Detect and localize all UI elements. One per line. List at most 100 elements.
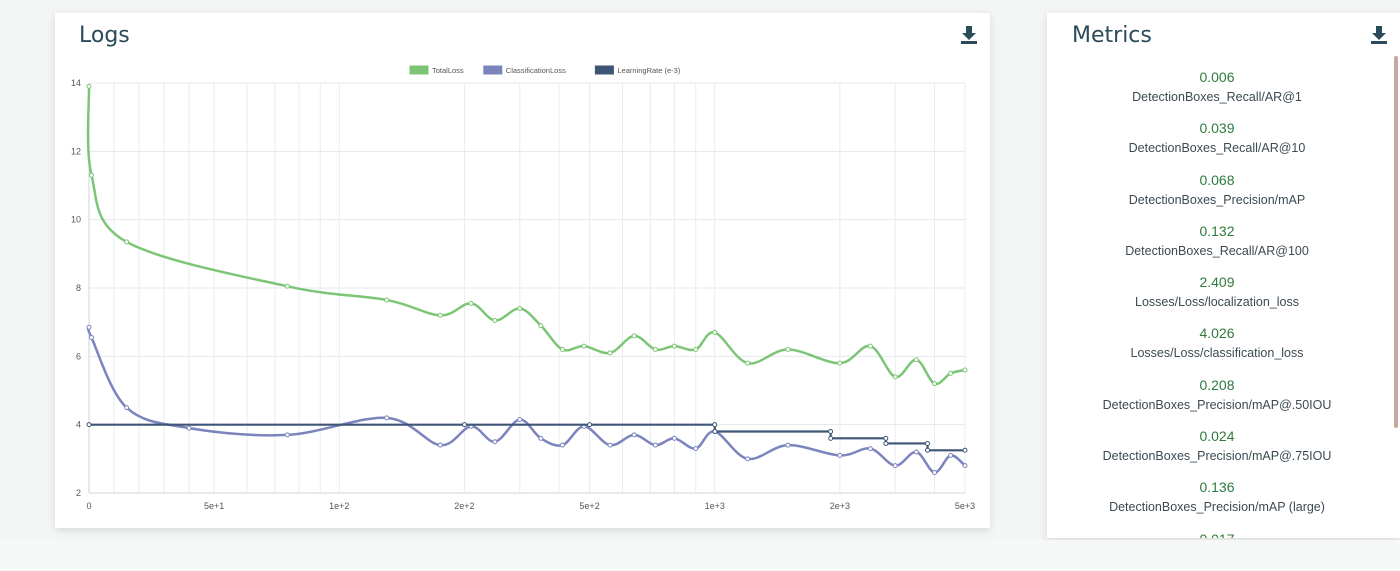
data-point	[913, 449, 919, 455]
data-point	[828, 429, 834, 434]
data-point	[468, 300, 474, 306]
data-point	[932, 470, 938, 475]
data-point	[186, 425, 192, 431]
data-point	[913, 357, 919, 363]
scrollbar-thumb[interactable]	[1394, 56, 1398, 428]
data-point	[384, 297, 390, 303]
data-point	[652, 442, 658, 448]
x-tick-label: 5e+1	[204, 501, 224, 511]
data-point	[384, 415, 390, 421]
metrics-list: 0.006 DetectionBoxes_Recall/AR@1 0.039 Dete…	[1047, 63, 1387, 538]
data-point	[538, 435, 544, 441]
data-point	[89, 335, 95, 341]
data-point	[925, 440, 931, 446]
metric-item: 0.024 DetectionBoxes_Precision/mAP@.75IOU	[1047, 422, 1387, 473]
data-point	[883, 435, 889, 441]
download-icon[interactable]	[960, 25, 978, 45]
data-point	[693, 347, 699, 352]
data-point	[89, 172, 95, 178]
data-point	[948, 452, 954, 458]
data-point	[86, 422, 92, 428]
metric-item: 0.132 DetectionBoxes_Recall/AR@100	[1047, 217, 1387, 268]
data-point	[837, 360, 843, 366]
data-point	[712, 422, 718, 428]
metric-value: 0.006	[1199, 69, 1235, 85]
x-tick-label: 1e+3	[705, 501, 725, 511]
metric-item: 0.006 DetectionBoxes_Recall/AR@1	[1047, 63, 1387, 114]
data-point	[587, 422, 593, 428]
data-point	[671, 343, 677, 349]
download-icon[interactable]	[1370, 25, 1388, 45]
data-point	[837, 452, 843, 458]
y-tick-label: 14	[71, 78, 81, 88]
data-point	[712, 329, 718, 335]
data-point	[124, 405, 130, 411]
y-tick-label: 8	[76, 283, 81, 293]
metric-item: 0.017	[1047, 525, 1387, 538]
data-point	[517, 306, 523, 311]
metrics-title: Metrics	[1072, 23, 1152, 48]
data-point	[631, 333, 637, 339]
data-point	[437, 312, 443, 318]
data-point	[437, 442, 443, 448]
logs-chart: 2 4 6 8 10 12 14 0 5e+1 1e+2 2e+2 5e+2 1e+3 2e+3 5e+3 T…	[71, 65, 975, 511]
data-point	[693, 446, 699, 452]
x-tick-label: 0	[86, 501, 91, 511]
metric-value: 0.208	[1199, 376, 1235, 393]
data-point	[785, 347, 791, 352]
x-tick-label: 5e+2	[579, 501, 599, 511]
metric-value: 0.136	[1199, 479, 1235, 496]
data-point	[607, 442, 613, 448]
y-tick-label: 12	[71, 146, 81, 156]
data-point	[631, 432, 637, 438]
data-point	[932, 381, 938, 387]
x-tick-label: 1e+2	[329, 501, 349, 511]
data-point	[948, 370, 954, 376]
legend-label: ClassificationLoss	[506, 66, 566, 75]
data-point	[492, 317, 498, 323]
data-point	[124, 239, 130, 245]
data-point	[867, 343, 873, 349]
data-point	[492, 439, 498, 445]
legend-swatch	[409, 65, 429, 75]
data-point	[671, 435, 677, 441]
metric-name: DetectionBoxes_Recall/AR@10	[1128, 141, 1306, 156]
metric-name: DetectionBoxes_Precision/mAP@.75IOU	[1102, 449, 1332, 464]
metric-item: 4.026 Losses/Loss/classification_loss	[1047, 319, 1387, 370]
y-tick-label: 10	[71, 215, 81, 225]
y-tick-label: 2	[76, 488, 81, 498]
metrics-panel: Metrics 0.006 DetectionBoxes_Recall/AR@1 0…	[1047, 13, 1400, 538]
metric-name: Losses/Loss/localization_loss	[1135, 295, 1299, 310]
data-point	[86, 324, 92, 330]
series-line-classification-loss	[86, 326, 966, 474]
data-point	[461, 422, 467, 428]
data-point	[517, 417, 523, 423]
metric-name: DetectionBoxes_Precision/mAP (large)	[1109, 500, 1325, 515]
x-tick-label: 2e+3	[830, 501, 850, 511]
metric-value: 0.132	[1199, 222, 1235, 239]
data-point	[828, 435, 834, 441]
data-point	[86, 83, 92, 89]
legend-swatch	[594, 65, 614, 75]
metric-item: 0.136 DetectionBoxes_Precision/mAP (large…	[1047, 473, 1387, 524]
legend-label: LearningRate (e-3)	[617, 66, 680, 75]
data-point	[785, 442, 791, 448]
data-point	[652, 347, 658, 352]
data-point	[892, 463, 898, 469]
metric-name: DetectionBoxes_Precision/mAP@.50IOU	[1102, 397, 1332, 412]
metric-name: DetectionBoxes_Precision/mAP	[1128, 192, 1306, 207]
data-point	[962, 367, 968, 373]
data-point	[892, 374, 898, 380]
data-point	[883, 440, 889, 446]
logs-title: Logs	[79, 23, 130, 48]
metric-value: 0.017	[1047, 525, 1387, 538]
page-footer-area	[0, 540, 1400, 571]
legend-label: TotalLoss	[432, 66, 464, 75]
data-point	[712, 429, 718, 434]
data-point	[559, 347, 565, 352]
metric-value: 0.039	[1199, 120, 1235, 137]
data-point	[745, 456, 751, 462]
data-point	[284, 283, 290, 289]
metric-item: 2.409 Losses/Loss/localization_loss	[1047, 268, 1387, 319]
data-point	[559, 442, 565, 448]
